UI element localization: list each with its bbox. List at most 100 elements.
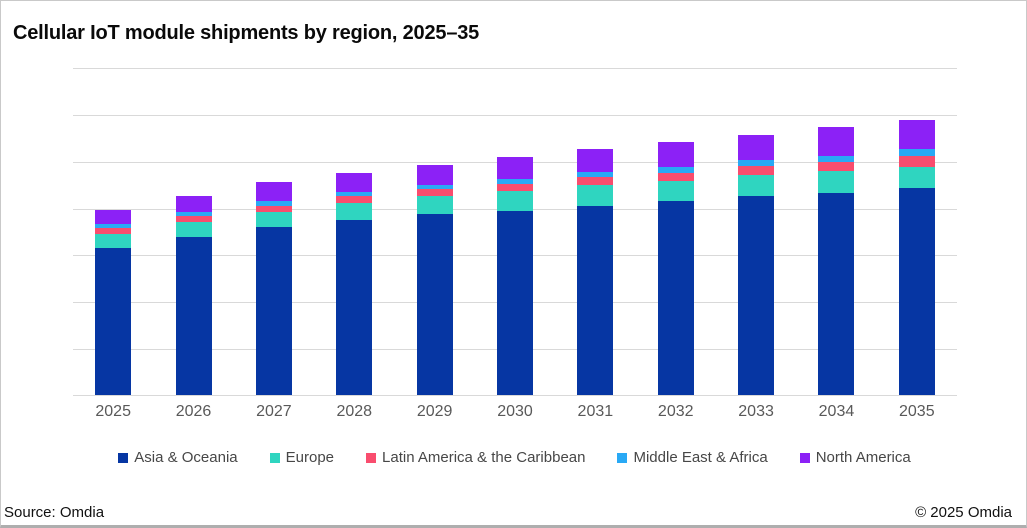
- chart-legend: Asia & Oceania Europe Latin America & the …: [1, 449, 1026, 466]
- bar-segment-2029-europe: [416, 196, 453, 215]
- bar-segment-2034-latin-america-the-caribbean: [818, 162, 855, 172]
- bar-segment-2027-asia-oceania: [255, 226, 292, 395]
- bar-segment-2027-middle-east-africa: [255, 201, 292, 206]
- bar-segment-2030-middle-east-africa: [497, 178, 533, 184]
- bar-segment-2032-latin-america-the-caribbean: [657, 172, 694, 181]
- bar-segment-2031-middle-east-africa: [577, 171, 614, 177]
- bar-2033: [738, 134, 775, 395]
- bar-2025: [95, 210, 132, 395]
- bar-2035: [898, 119, 935, 395]
- x-axis-line: [73, 395, 957, 396]
- bar-2030: [497, 156, 533, 395]
- bar-2026: [175, 195, 212, 395]
- bar-segment-2028-north-america: [336, 172, 373, 193]
- bar-segment-2033-latin-america-the-caribbean: [738, 165, 775, 175]
- bar-segment-2031-europe: [577, 184, 614, 207]
- legend-swatch-north-america: [799, 452, 810, 463]
- legend-swatch-asia-oceania: [118, 452, 129, 463]
- bar-segment-2027-europe: [255, 211, 292, 227]
- bar-segment-2033-asia-oceania: [738, 195, 775, 395]
- bar-segment-2032-middle-east-africa: [657, 166, 694, 173]
- x-axis-label-2025: 2025: [95, 403, 131, 420]
- gridline: [73, 115, 957, 116]
- bar-segment-2028-latin-america-the-caribbean: [336, 196, 373, 204]
- legend-label-north-america: North America: [815, 449, 911, 466]
- bar-2034: [818, 126, 855, 395]
- bar-segment-2030-europe: [497, 191, 533, 212]
- bar-segment-2033-middle-east-africa: [738, 159, 775, 166]
- bar-segment-2034-asia-oceania: [818, 193, 855, 395]
- bar-segment-2026-europe: [175, 222, 212, 238]
- bar-segment-2034-north-america: [818, 126, 855, 157]
- legend-label-europe: Europe: [285, 449, 335, 466]
- x-axis-label-2027: 2027: [256, 403, 292, 420]
- bar-segment-2032-europe: [657, 180, 694, 202]
- legend-item-latin-america-the-caribbean: Latin America & the Caribbean: [366, 449, 585, 466]
- bar-segment-2034-europe: [818, 171, 855, 194]
- plot-area: [73, 68, 957, 396]
- bar-segment-2026-latin-america-the-caribbean: [175, 216, 212, 223]
- legend-label-latin-america-the-caribbean: Latin America & the Caribbean: [382, 449, 586, 466]
- bar-segment-2025-north-america: [95, 210, 132, 224]
- bar-segment-2027-latin-america-the-caribbean: [255, 205, 292, 212]
- x-axis-label-2034: 2034: [818, 403, 855, 420]
- x-axis-label-2031: 2031: [577, 403, 614, 420]
- x-axis-label-2035: 2035: [899, 403, 935, 420]
- legend-label-middle-east-africa: Middle East & Africa: [633, 449, 768, 466]
- source-text: Source: Omdia: [4, 504, 105, 521]
- bar-segment-2035-latin-america-the-caribbean: [898, 156, 935, 167]
- bar-segment-2032-asia-oceania: [657, 201, 694, 395]
- bar-segment-2035-asia-oceania: [898, 187, 935, 395]
- bar-segment-2030-latin-america-the-caribbean: [497, 183, 533, 192]
- legend-item-asia-oceania: Asia & Oceania: [118, 449, 238, 466]
- gridline: [73, 68, 957, 69]
- bar-segment-2035-middle-east-africa: [898, 149, 935, 157]
- legend-label-asia-oceania: Asia & Oceania: [134, 449, 238, 466]
- bar-segment-2035-europe: [898, 166, 935, 188]
- bar-segment-2035-north-america: [898, 119, 935, 149]
- bar-2031: [577, 148, 614, 395]
- bar-segment-2026-north-america: [175, 195, 212, 212]
- x-axis-label-2026: 2026: [175, 403, 212, 420]
- bar-segment-2030-asia-oceania: [497, 211, 533, 395]
- legend-item-europe: Europe: [269, 449, 335, 466]
- bar-segment-2028-asia-oceania: [336, 220, 373, 395]
- bar-2029: [416, 164, 453, 395]
- bar-segment-2025-asia-oceania: [95, 247, 132, 395]
- bar-segment-2033-europe: [738, 174, 775, 196]
- legend-swatch-latin-america-the-caribbean: [366, 452, 377, 463]
- bar-segment-2029-asia-oceania: [416, 214, 453, 395]
- bar-segment-2030-north-america: [497, 156, 533, 179]
- bar-segment-2029-latin-america-the-caribbean: [416, 189, 453, 197]
- bar-segment-2033-north-america: [738, 134, 775, 160]
- bar-segment-2025-middle-east-africa: [95, 223, 132, 228]
- x-axis-label-2028: 2028: [336, 403, 373, 420]
- bar-segment-2028-middle-east-africa: [336, 192, 373, 197]
- bar-segment-2028-europe: [336, 203, 373, 221]
- bar-segment-2029-middle-east-africa: [416, 185, 453, 190]
- x-axis-label-2032: 2032: [657, 403, 694, 420]
- bar-segment-2025-latin-america-the-caribbean: [95, 227, 132, 234]
- x-axis-label-2033: 2033: [738, 403, 774, 420]
- bar-segment-2026-asia-oceania: [175, 237, 212, 395]
- bar-2028: [336, 172, 373, 395]
- x-axis-label-2030: 2030: [497, 403, 533, 420]
- bar-segment-2031-north-america: [577, 148, 614, 172]
- legend-item-middle-east-africa: Middle East & Africa: [617, 449, 768, 466]
- bar-2032: [657, 141, 694, 395]
- bar-segment-2031-asia-oceania: [577, 206, 614, 395]
- legend-swatch-middle-east-africa: [617, 452, 628, 463]
- bar-segment-2025-europe: [95, 233, 132, 248]
- bar-segment-2029-north-america: [416, 164, 453, 186]
- legend-item-north-america: North America: [799, 449, 911, 466]
- bar-segment-2031-latin-america-the-caribbean: [577, 176, 614, 185]
- legend-swatch-europe: [269, 452, 280, 463]
- copyright-text: © 2025 Omdia: [915, 504, 1012, 521]
- bar-2027: [255, 182, 292, 395]
- bar-segment-2026-middle-east-africa: [175, 211, 212, 217]
- chart-title: Cellular IoT module shipments by region,…: [13, 22, 480, 44]
- bar-segment-2032-north-america: [657, 141, 694, 167]
- x-axis-label-2029: 2029: [416, 403, 453, 420]
- x-axis-labels: 2025 2026 2027 2028 2029 2030 2031 2032 2033 2034…: [73, 403, 957, 425]
